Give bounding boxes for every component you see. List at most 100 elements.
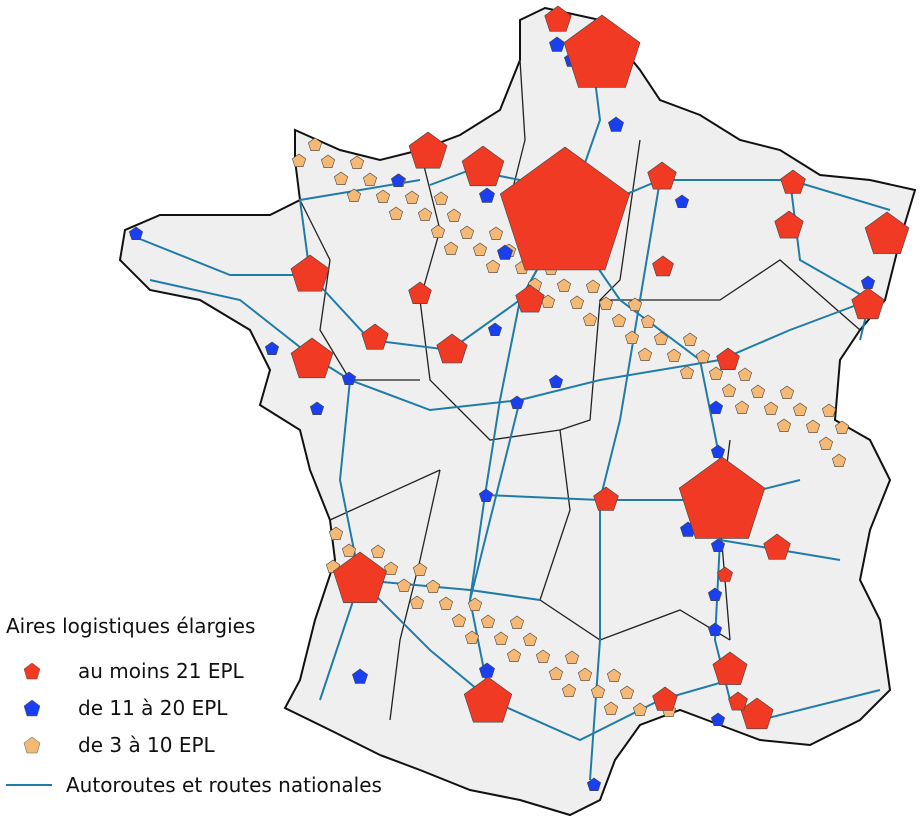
road [599,179,661,501]
small-logistics-area-marker [805,419,821,434]
large-logistics-area-marker [864,211,910,254]
small-logistics-area-marker [383,561,399,576]
small-logistics-area-marker [488,226,504,240]
large-logistics-area-marker [652,255,674,277]
small-logistics-area-marker [776,418,792,433]
medium-logistics-area-marker [478,488,494,503]
small-logistics-area-marker [582,312,598,327]
small-logistics-area-marker [818,436,834,451]
red-pentagon-icon [23,662,41,679]
small-logistics-area-marker [446,208,462,222]
region-border [600,259,861,331]
medium-logistics-area-marker [390,173,406,187]
small-logistics-area-marker [320,154,336,168]
large-logistics-area-marker [717,566,733,582]
legend-label: de 11 à 20 EPL [78,695,228,720]
region-border [299,199,420,381]
medium-logistics-area-marker [479,187,495,203]
medium-logistics-area-marker [352,668,368,684]
small-logistics-area-marker [556,278,572,293]
small-logistics-area-marker [792,402,808,417]
small-logistics-area-marker [834,420,850,435]
small-logistics-area-marker [737,367,753,382]
region-border [539,429,731,641]
small-logistics-area-marker [779,385,795,400]
small-logistics-area-marker [370,544,386,559]
small-logistics-area-marker [328,526,344,541]
small-logistics-area-marker [619,685,635,700]
small-logistics-area-marker [459,225,475,239]
small-logistics-area-marker [624,330,640,345]
small-logistics-area-marker [425,579,441,594]
large-logistics-area-marker [678,456,766,539]
large-logistics-area-marker [563,14,641,88]
large-logistics-area-marker [728,691,748,711]
small-logistics-area-marker [506,648,522,663]
small-logistics-area-marker [564,650,580,665]
medium-logistics-area-marker [309,401,325,416]
large-logistics-area-marker [290,337,334,379]
large-logistics-area-marker [436,333,468,364]
small-logistics-area-marker [666,348,682,363]
small-logistics-area-marker [404,190,420,204]
small-logistics-area-marker [695,349,711,364]
small-logistics-area-marker [750,384,766,399]
small-logistics-area-marker [307,137,323,151]
medium-logistics-area-marker [674,194,690,208]
road [319,379,362,701]
small-logistics-area-marker [763,401,779,416]
large-logistics-area-marker [408,281,432,305]
medium-logistics-area-marker [548,374,564,389]
large-logistics-area-marker [361,323,389,350]
region-border [329,469,441,521]
small-logistics-area-marker [346,188,362,202]
large-logistics-area-marker [544,5,572,32]
small-logistics-area-marker [569,295,585,310]
small-logistics-area-marker [679,365,695,380]
medium-logistics-area-marker [707,587,723,602]
small-logistics-area-marker [577,667,593,682]
small-logistics-area-marker [464,630,480,645]
medium-logistics-area-marker [586,777,602,792]
legend-item-large: au moins 21 EPL [6,652,382,689]
small-logistics-area-marker [640,314,656,329]
small-logistics-area-marker [467,597,483,612]
small-logistics-area-marker [548,666,564,681]
road [298,179,421,276]
small-logistics-area-marker [831,453,847,468]
small-logistics-area-marker [590,684,606,699]
small-logistics-area-marker [509,615,525,630]
medium-logistics-area-marker [710,444,726,459]
small-logistics-area-marker [396,578,412,593]
small-logistics-area-marker [627,297,643,312]
road-line-icon [6,784,52,786]
small-logistics-area-marker [485,259,501,274]
large-logistics-area-marker [499,146,631,271]
legend-item-medium: de 11 à 20 EPL [6,689,382,726]
small-logistics-area-marker [375,189,391,203]
legend-label: Autoroutes et routes nationales [66,773,382,797]
large-logistics-area-marker [716,347,740,371]
medium-logistics-area-marker [509,395,525,410]
road [359,579,541,601]
small-logistics-area-marker [438,596,454,611]
large-logistics-area-marker [647,161,677,190]
medium-logistics-area-marker [341,371,357,386]
road [469,399,521,601]
small-logistics-area-marker [443,241,459,255]
medium-logistics-area-marker [549,36,565,52]
small-logistics-area-marker [637,347,653,362]
large-logistics-area-marker [763,533,791,560]
large-logistics-area-marker [851,287,885,320]
legend: Aires logistiques élargies au moins 21 E… [6,614,382,797]
small-logistics-area-marker [333,171,349,185]
large-logistics-area-marker [408,131,448,169]
medium-logistics-area-marker [487,322,503,337]
small-logistics-area-marker [349,155,365,169]
small-logistics-area-marker [291,153,307,167]
large-logistics-area-marker [652,686,678,711]
medium-logistics-area-marker [264,341,280,356]
small-logistics-area-marker [561,683,577,698]
legend-label: au moins 21 EPL [78,658,244,683]
